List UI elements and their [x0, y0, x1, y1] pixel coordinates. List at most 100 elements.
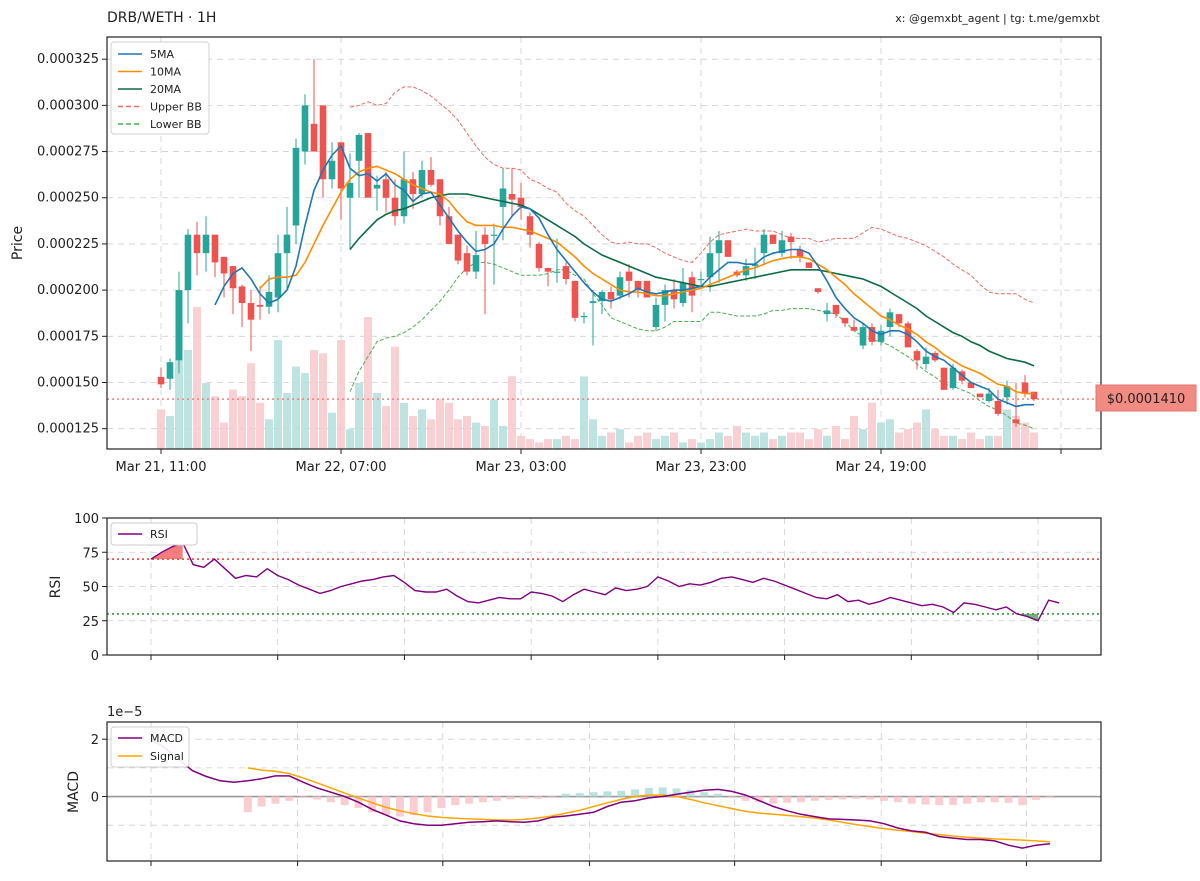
candle-body: [1030, 391, 1038, 400]
macd-hist-bar: [852, 796, 861, 799]
candle-body: [553, 271, 561, 273]
candle: [292, 138, 300, 244]
volume-bar: [904, 429, 912, 449]
candle-body: [868, 327, 876, 342]
candle-body: [472, 255, 480, 272]
volume-bar: [400, 402, 408, 449]
macd-hist-bar: [631, 789, 640, 797]
candle: [175, 271, 183, 374]
candle-body: [949, 367, 957, 389]
macd-legend-label: MACD: [150, 732, 183, 745]
macd-hist-bar: [382, 796, 391, 816]
candle-body: [598, 291, 606, 302]
candle: [247, 290, 255, 352]
candle: [661, 284, 669, 322]
volume-bar: [652, 439, 660, 449]
volume-bar: [517, 435, 525, 449]
rsi-ytick-label: 100: [74, 512, 99, 527]
volume-bar: [958, 439, 966, 449]
macd-hist-bar: [340, 796, 349, 806]
volume-bar: [814, 429, 822, 449]
macd-ytick-label: 2: [91, 733, 99, 748]
macd-hist-bar: [437, 796, 446, 808]
candle: [283, 206, 291, 291]
candle-body: [454, 234, 462, 261]
macd-hist-bar: [700, 792, 709, 797]
macd-hist-bar: [534, 796, 543, 799]
macd-hist-bar: [465, 796, 474, 804]
candle: [832, 304, 840, 318]
rsi-legend: RSI: [110, 522, 198, 546]
volume-bar: [967, 432, 975, 449]
candle-body: [634, 280, 642, 291]
candle: [823, 303, 831, 322]
macd-hist-bar: [658, 787, 667, 797]
macd-ytick-label: 0: [91, 791, 99, 806]
candle-body: [778, 240, 786, 254]
price-ytick-label: 0.000325: [37, 52, 99, 67]
volume-bar: [1021, 422, 1029, 449]
candle: [400, 151, 408, 224]
candle: [535, 242, 543, 272]
candle: [778, 230, 786, 257]
candle: [841, 317, 849, 328]
volume-bar: [661, 435, 669, 449]
candle-body: [220, 256, 228, 274]
volume-bar: [166, 416, 174, 449]
volume-bar: [382, 406, 390, 449]
candle-body: [499, 188, 507, 207]
volume-bar: [643, 432, 651, 449]
candle-body: [490, 234, 498, 236]
lower-bb-line: [349, 261, 1035, 430]
candle-body: [283, 234, 291, 254]
candle-body: [481, 234, 489, 244]
macd-hist-bar: [409, 796, 418, 816]
macd-hist-bar: [423, 796, 432, 813]
macd-hist-bar: [1045, 796, 1054, 798]
macd-ylabel: MACD: [66, 771, 82, 813]
candle-body: [877, 330, 885, 342]
candle: [859, 323, 867, 350]
volume-bar: [319, 353, 327, 449]
candle-body: [760, 234, 768, 254]
candle-body: [157, 376, 165, 385]
volume-bar: [436, 399, 444, 449]
candle: [301, 94, 309, 165]
candle-body: [292, 147, 300, 226]
volume-bar: [463, 416, 471, 449]
candle-body: [382, 179, 390, 198]
candle: [553, 238, 561, 283]
candle-body: [940, 367, 948, 390]
volume-bar: [364, 317, 372, 449]
candle-body: [418, 170, 426, 195]
candle: [652, 297, 660, 331]
volume-bar: [346, 429, 354, 449]
volume-bar: [418, 409, 426, 449]
price-legend-label: Lower BB: [150, 118, 202, 131]
macd-hist-bar: [312, 796, 321, 800]
candle-body: [787, 236, 795, 243]
volume-bar: [868, 402, 876, 449]
rsi-legend-box: [110, 522, 198, 546]
candle-body: [706, 253, 714, 278]
volume-bar: [499, 425, 507, 449]
candle-body: [742, 266, 750, 276]
candle-body: [814, 288, 822, 292]
volume-bar: [697, 442, 705, 449]
macd-hist-bar: [603, 791, 612, 797]
candle-body: [337, 142, 345, 189]
candle: [697, 271, 705, 287]
volume-bar: [229, 389, 237, 449]
candle: [544, 267, 552, 287]
macd-hist-bar: [797, 796, 806, 803]
candle: [580, 312, 588, 324]
candle: [877, 325, 885, 346]
volume-bar: [751, 435, 759, 449]
candle-body: [562, 266, 570, 280]
candle: [1012, 382, 1020, 427]
candle: [598, 290, 606, 315]
macd-hist-bar: [962, 796, 971, 804]
candle-body: [796, 249, 804, 257]
macd-hist-bar: [1004, 796, 1013, 803]
